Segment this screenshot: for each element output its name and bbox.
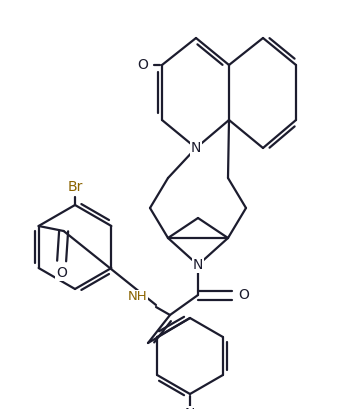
Text: NH: NH (128, 290, 148, 303)
Text: N: N (193, 258, 203, 272)
Text: O: O (239, 288, 250, 302)
Text: O: O (56, 266, 67, 280)
Text: Br: Br (67, 180, 83, 194)
Text: N: N (191, 141, 201, 155)
Text: N: N (185, 407, 195, 409)
Text: O: O (138, 58, 149, 72)
